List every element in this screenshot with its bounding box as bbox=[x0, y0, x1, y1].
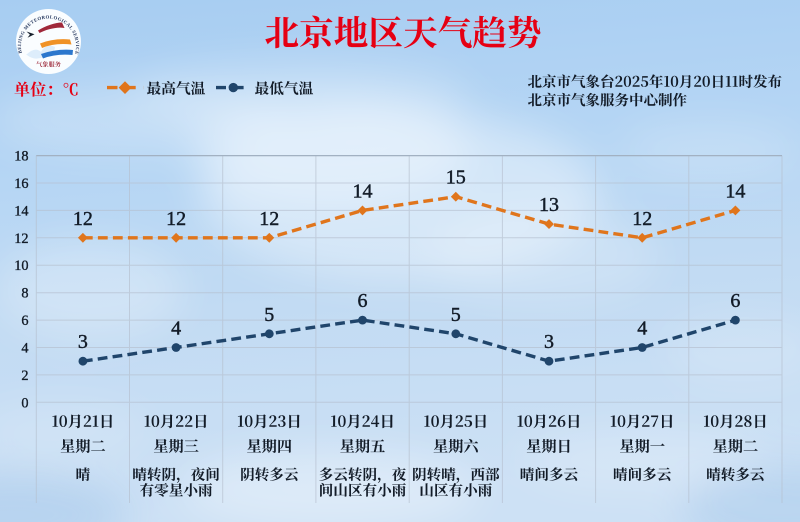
svg-text:12: 12 bbox=[632, 208, 652, 230]
svg-text:12: 12 bbox=[14, 231, 28, 247]
svg-text:14: 14 bbox=[353, 180, 373, 202]
svg-text:6: 6 bbox=[730, 290, 740, 312]
svg-text:15: 15 bbox=[446, 167, 466, 189]
svg-text:6: 6 bbox=[358, 290, 368, 312]
svg-text:8: 8 bbox=[21, 286, 28, 302]
svg-text:14: 14 bbox=[725, 180, 745, 202]
svg-text:0: 0 bbox=[21, 395, 28, 411]
svg-text:12: 12 bbox=[73, 208, 93, 230]
svg-text:3: 3 bbox=[544, 331, 554, 353]
svg-text:6: 6 bbox=[21, 313, 28, 329]
svg-text:5: 5 bbox=[264, 304, 274, 326]
svg-text:14: 14 bbox=[14, 203, 28, 219]
svg-text:16: 16 bbox=[14, 176, 28, 192]
svg-text:13: 13 bbox=[539, 194, 559, 216]
svg-text:2: 2 bbox=[21, 368, 28, 384]
svg-text:10: 10 bbox=[14, 258, 28, 274]
svg-text:4: 4 bbox=[637, 318, 647, 340]
svg-text:4: 4 bbox=[21, 341, 28, 357]
svg-text:12: 12 bbox=[259, 208, 279, 230]
svg-text:18: 18 bbox=[14, 149, 28, 165]
svg-text:5: 5 bbox=[451, 304, 461, 326]
svg-text:12: 12 bbox=[166, 208, 186, 230]
svg-text:4: 4 bbox=[171, 318, 181, 340]
svg-text:3: 3 bbox=[78, 331, 88, 353]
